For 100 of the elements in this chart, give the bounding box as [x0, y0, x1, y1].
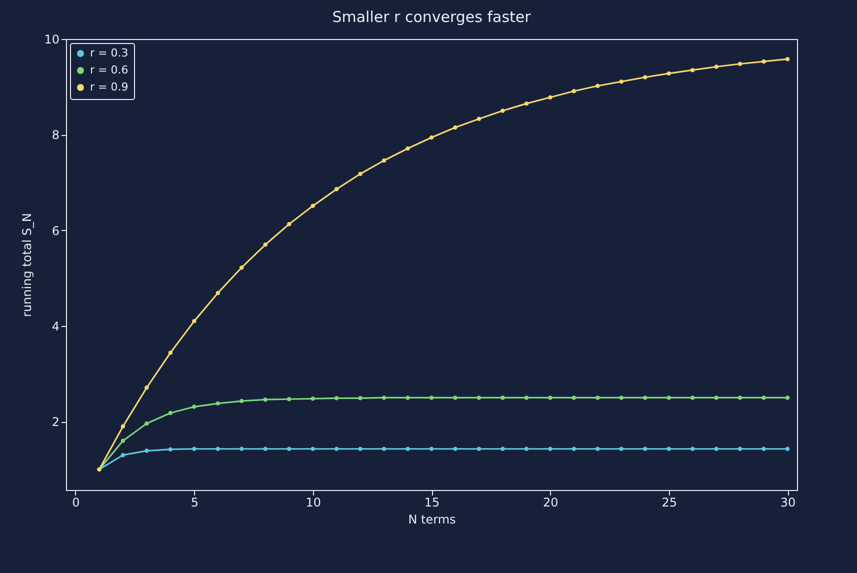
x-tick-label: 20	[543, 496, 558, 510]
point	[286, 446, 292, 451]
point	[548, 446, 552, 451]
legend-label: r = 0.3	[90, 46, 128, 60]
point	[548, 95, 552, 100]
y-tick-label: 2	[52, 415, 60, 430]
point	[144, 448, 149, 453]
x-tick-label: 10	[306, 496, 321, 510]
point	[596, 396, 600, 400]
point	[476, 116, 482, 121]
point	[572, 396, 576, 400]
point	[524, 446, 529, 451]
point	[619, 79, 624, 84]
point	[382, 396, 386, 400]
x-axis-title: N terms	[408, 512, 456, 526]
point	[406, 146, 410, 151]
point	[382, 158, 386, 163]
x-tick-label: 5	[190, 496, 198, 510]
x-tick-label: 15	[424, 496, 440, 510]
point	[216, 446, 220, 451]
point	[785, 446, 790, 451]
point	[453, 446, 458, 451]
point	[406, 396, 410, 400]
x-tick-label: 0	[72, 496, 80, 510]
y-tick-label: 6	[52, 224, 60, 238]
point	[192, 319, 196, 324]
point	[286, 397, 292, 402]
point	[168, 410, 173, 416]
point	[240, 265, 244, 270]
point	[619, 396, 624, 400]
point	[358, 396, 362, 400]
y-tick-label: 8	[52, 128, 60, 142]
point	[429, 135, 434, 140]
point	[619, 446, 624, 451]
x-tick-label: 25	[662, 496, 677, 510]
point	[263, 446, 268, 451]
point	[192, 446, 196, 451]
chart-title: Smaller r converges faster	[332, 8, 532, 26]
point	[785, 396, 790, 400]
point	[666, 71, 671, 76]
point	[453, 125, 458, 130]
point	[572, 446, 576, 451]
point	[714, 446, 718, 451]
point	[429, 396, 434, 400]
point	[762, 446, 766, 451]
y-axis-title: running total S_N	[20, 213, 34, 317]
point	[666, 446, 671, 451]
point	[666, 396, 671, 400]
point	[216, 401, 220, 406]
point	[738, 446, 742, 451]
point	[310, 396, 315, 401]
point	[334, 446, 339, 451]
point	[690, 446, 695, 451]
legend-label: r = 0.6	[90, 64, 128, 76]
point	[642, 75, 648, 80]
point	[263, 397, 268, 402]
point	[216, 290, 220, 296]
point	[714, 64, 718, 69]
y-tick-label: 10	[44, 32, 60, 46]
point	[690, 396, 695, 400]
point	[500, 446, 505, 451]
point	[524, 101, 529, 106]
point	[596, 84, 600, 88]
point	[263, 242, 268, 247]
point	[382, 446, 386, 451]
point	[310, 204, 315, 208]
point	[168, 447, 173, 452]
point	[738, 62, 742, 66]
point	[144, 421, 149, 426]
point	[168, 350, 173, 355]
point	[642, 446, 648, 451]
point	[144, 386, 149, 390]
point	[240, 446, 244, 451]
point	[240, 398, 244, 404]
x-tick-label: 30	[780, 496, 796, 510]
point	[500, 108, 505, 113]
point	[406, 446, 410, 451]
point	[334, 187, 339, 192]
point	[120, 438, 126, 443]
point	[358, 172, 362, 176]
point	[690, 68, 695, 72]
point	[310, 446, 315, 451]
point	[738, 396, 742, 400]
point	[548, 396, 552, 400]
point	[572, 89, 576, 94]
point	[453, 396, 458, 400]
point	[762, 396, 766, 400]
point	[429, 446, 434, 451]
point	[714, 396, 718, 400]
point	[334, 396, 339, 400]
legend-label: r = 0.9	[90, 80, 128, 94]
point	[286, 222, 292, 226]
point	[358, 446, 362, 451]
point	[785, 56, 790, 62]
point	[642, 396, 648, 400]
point	[192, 404, 196, 409]
point	[120, 452, 126, 458]
point	[476, 396, 482, 400]
point	[120, 424, 126, 429]
point	[476, 446, 482, 451]
